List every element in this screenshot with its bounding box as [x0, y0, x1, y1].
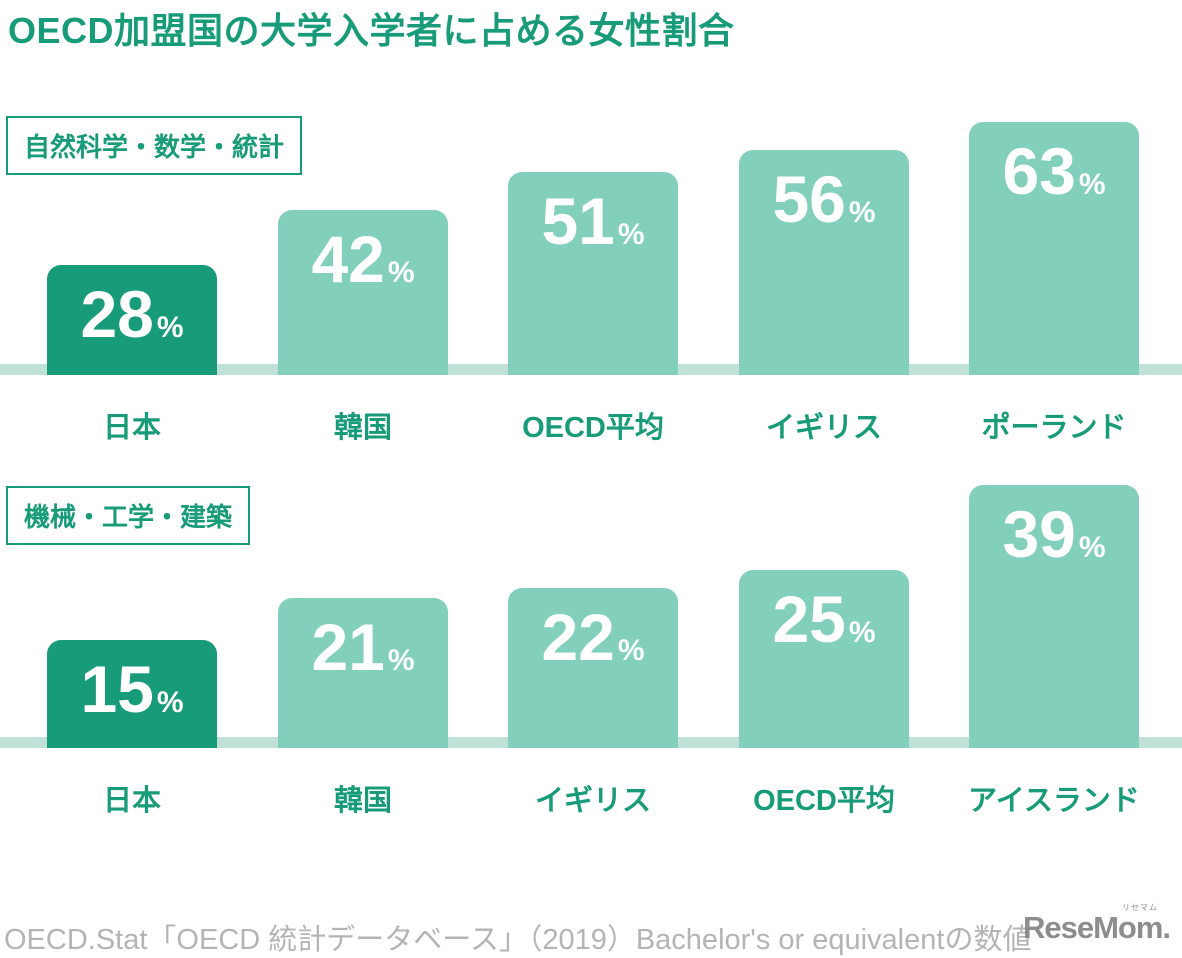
bar-label-韓国: 韓国	[333, 785, 392, 817]
bar-label-日本: 日本	[102, 785, 161, 817]
bar-label-日本: 日本	[102, 412, 161, 444]
category-box-natural-science: 自然科学・数学・統計	[6, 116, 303, 175]
bar-value: 56%	[772, 162, 876, 236]
percent-sign: %	[387, 644, 415, 677]
bar-OECD平均: 51%	[508, 172, 678, 375]
percent-sign: %	[848, 196, 876, 229]
bar-日本: 15%	[47, 640, 217, 748]
resemom-logo-ruby: リセマム	[1122, 903, 1158, 912]
bar-value: 28%	[80, 277, 184, 351]
bar-value: 25%	[772, 582, 876, 656]
resemom-logo: リセマム ReseMom.	[1022, 904, 1171, 945]
bar-value: 15%	[80, 652, 184, 726]
bar-イギリス: 56%	[739, 150, 909, 375]
category-box-engineering: 機械・工学・建築	[6, 486, 251, 545]
bar-label-韓国: 韓国	[333, 412, 392, 444]
bar-韓国: 21%	[278, 598, 448, 748]
percent-sign: %	[156, 686, 184, 719]
bar-label-アイスランド: アイスランド	[968, 785, 1140, 817]
bar-アイスランド: 39%	[969, 485, 1139, 748]
bar-value: 21%	[311, 610, 415, 684]
percent-sign: %	[848, 616, 876, 649]
bar-ポーランド: 63%	[969, 122, 1139, 375]
percent-sign: %	[387, 256, 415, 289]
bar-韓国: 42%	[278, 210, 448, 375]
bar-label-イギリス: イギリス	[534, 785, 651, 817]
source-note: OECD.Stat「OECD 統計データベース」（2019）Bachelor's…	[4, 924, 1032, 956]
percent-sign: %	[156, 311, 184, 344]
bar-日本: 28%	[47, 265, 217, 375]
bar-OECD平均: 25%	[739, 570, 909, 748]
percent-sign: %	[617, 634, 645, 667]
percent-sign: %	[1078, 531, 1106, 564]
percent-sign: %	[1078, 168, 1106, 201]
page-title: OECD加盟国の大学入学者に占める女性割合	[8, 10, 735, 51]
bar-label-OECD平均: OECD平均	[753, 785, 895, 817]
bar-label-OECD平均: OECD平均	[522, 412, 664, 444]
resemom-logo-text: ReseMom.	[1022, 910, 1171, 945]
bar-イギリス: 22%	[508, 588, 678, 748]
percent-sign: %	[617, 218, 645, 251]
bar-value: 39%	[1002, 497, 1106, 571]
bar-value: 22%	[541, 600, 645, 674]
bar-value: 51%	[541, 184, 645, 258]
bar-label-ポーランド: ポーランド	[981, 412, 1127, 444]
bar-value: 42%	[311, 222, 415, 296]
bar-value: 63%	[1002, 134, 1106, 208]
bar-label-イギリス: イギリス	[765, 412, 882, 444]
